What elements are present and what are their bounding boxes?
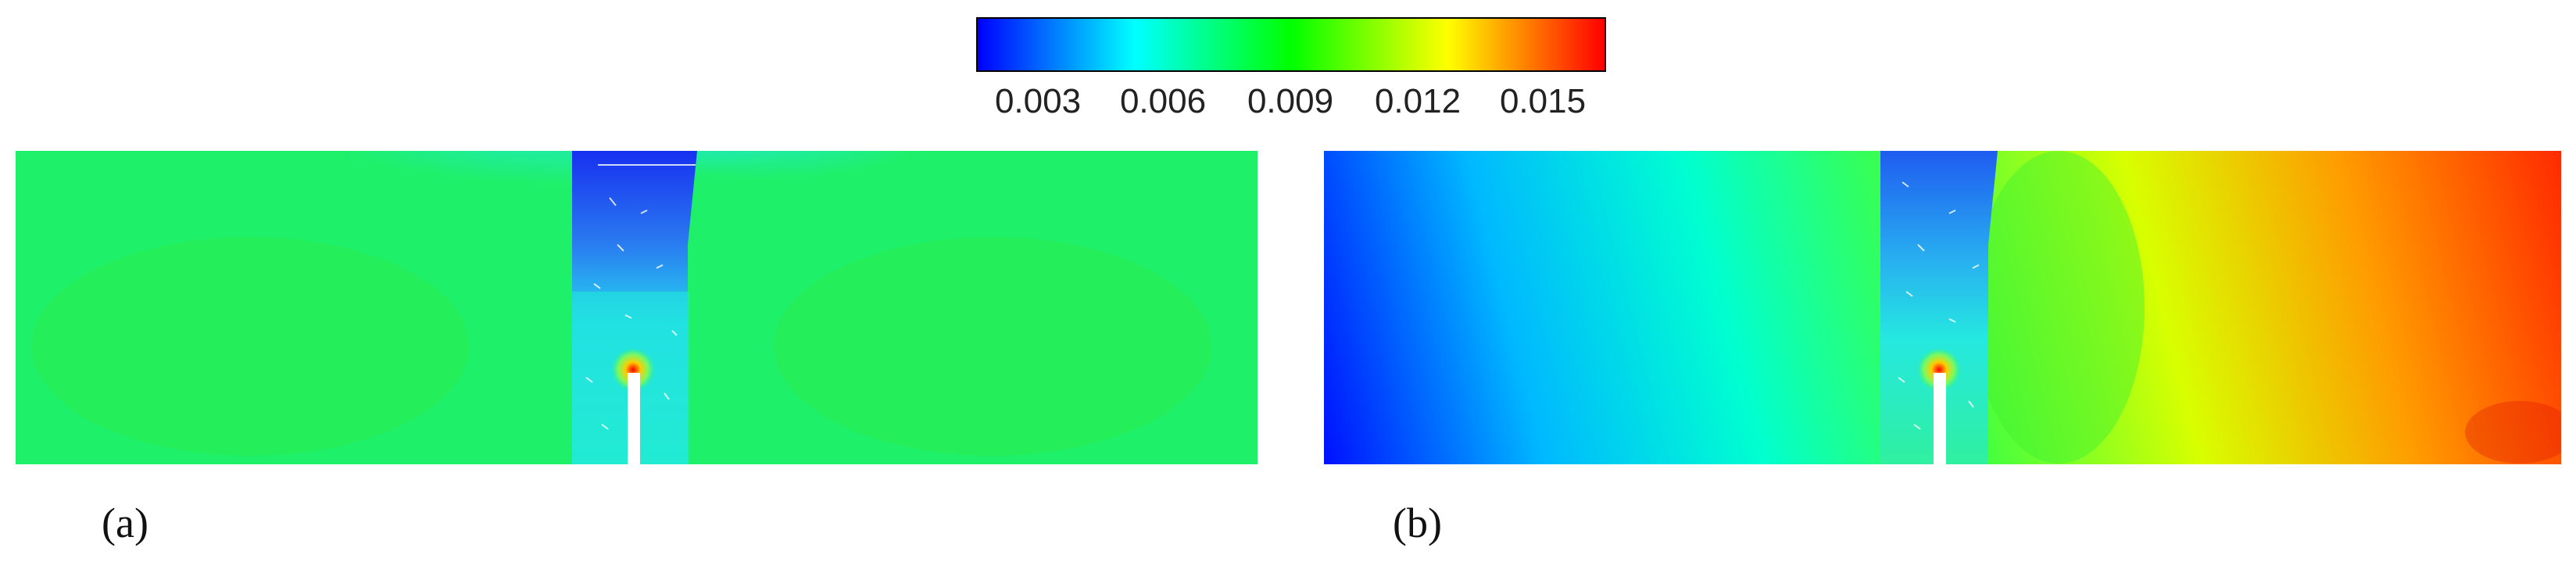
colorbar-tick-label: 0.006 bbox=[1119, 82, 1207, 120]
contour-panel-b bbox=[1324, 151, 2561, 464]
colorbar-tick-label: 0.009 bbox=[1247, 82, 1334, 120]
colorbar bbox=[976, 17, 1606, 72]
colorbar-tick-label: 0.003 bbox=[994, 82, 1082, 120]
panel-label-a: (a) bbox=[102, 499, 148, 546]
colorbar-tick-label: 0.012 bbox=[1374, 82, 1462, 120]
jet-inlet-a bbox=[628, 373, 640, 464]
panel-label-b: (b) bbox=[1393, 499, 1442, 546]
jet-inlet-b bbox=[1934, 373, 1946, 464]
contour-plot-a bbox=[16, 151, 1258, 464]
contour-panel-a bbox=[16, 151, 1258, 464]
colorbar-tick-label: 0.015 bbox=[1499, 82, 1587, 120]
column-region-b bbox=[1880, 151, 1998, 464]
contour-plot-b bbox=[1324, 151, 2561, 464]
